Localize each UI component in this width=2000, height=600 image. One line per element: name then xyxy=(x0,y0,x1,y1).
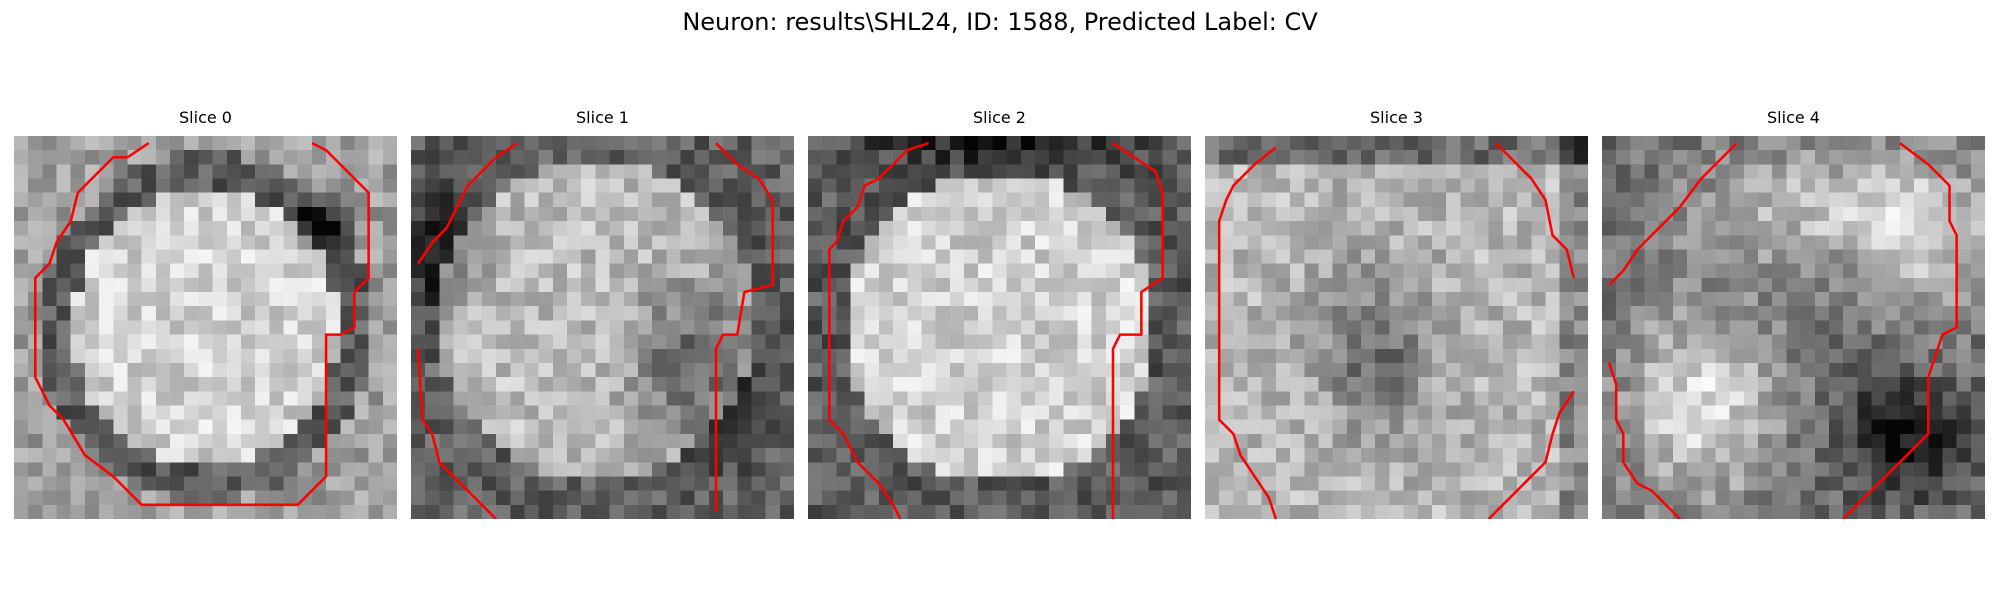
slice-title-0: Slice 0 xyxy=(179,108,232,127)
slice-title-2: Slice 2 xyxy=(973,108,1026,127)
slice-image-0 xyxy=(14,136,397,519)
contour-line-3-1 xyxy=(1494,142,1576,279)
slice-image-3 xyxy=(1205,136,1588,519)
slice-panel-1: Slice 1 xyxy=(411,108,794,519)
contour-line-2-1 xyxy=(1111,142,1164,519)
contour-line-3-0 xyxy=(1217,146,1278,519)
slice-panel-3: Slice 3 xyxy=(1205,108,1588,519)
contour-line-3-2 xyxy=(1487,390,1575,519)
slice-title-1: Slice 1 xyxy=(576,108,629,127)
contour-line-1-2 xyxy=(714,142,774,512)
slice-panel-2: Slice 2 xyxy=(808,108,1191,519)
slice-title-3: Slice 3 xyxy=(1370,108,1423,127)
contour-line-4-1 xyxy=(1607,362,1681,519)
contour-line-2-0 xyxy=(828,141,929,519)
contour-line-1-0 xyxy=(417,142,519,265)
contour-line-4-0 xyxy=(1608,142,1738,286)
slice-panel-0: Slice 0 xyxy=(14,108,397,519)
contour-line-4-2 xyxy=(1842,142,1958,519)
contour-line-0-0 xyxy=(34,141,370,507)
slice-image-1 xyxy=(411,136,794,519)
slice-title-4: Slice 4 xyxy=(1767,108,1820,127)
slice-image-4 xyxy=(1602,136,1985,519)
slice-panel-4: Slice 4 xyxy=(1602,108,1985,519)
contour-line-1-1 xyxy=(416,348,498,519)
slice-image-2 xyxy=(808,136,1191,519)
figure-title: Neuron: results\SHL24, ID: 1588, Predict… xyxy=(682,8,1318,36)
